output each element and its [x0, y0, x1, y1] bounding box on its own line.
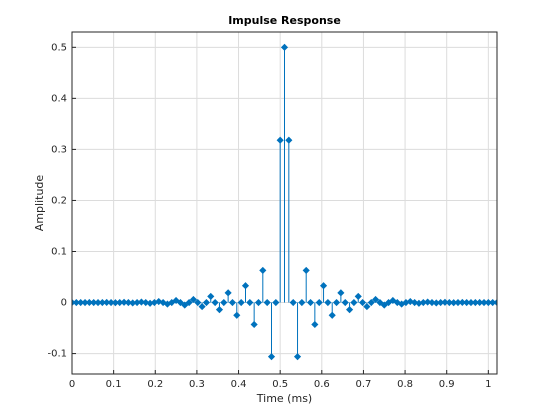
stem-marker — [363, 303, 371, 311]
stem-marker — [250, 320, 258, 329]
stem-marker — [315, 298, 323, 307]
y-tick-label: 0.2 — [51, 195, 67, 206]
y-tick-label: 0.5 — [51, 42, 67, 53]
stem-marker — [267, 353, 276, 361]
stem-marker — [302, 266, 310, 274]
stem-marker — [380, 301, 388, 309]
stem-marker — [246, 298, 254, 307]
stem-marker — [337, 289, 345, 297]
stem-marker — [280, 43, 289, 51]
stem-marker — [263, 298, 271, 307]
stem-marker — [176, 298, 184, 307]
x-tick-label: 0.1 — [106, 379, 122, 390]
stem-marker — [172, 296, 180, 305]
stem-marker — [376, 298, 384, 307]
stem-marker — [237, 298, 245, 307]
stem-marker — [254, 298, 263, 307]
stem-marker — [202, 298, 211, 307]
stem-marker — [211, 298, 219, 307]
stem-marker — [272, 298, 280, 307]
y-tick-label: 0.1 — [51, 246, 67, 257]
y-tick-label: 0.3 — [51, 144, 67, 155]
axes-box — [71, 31, 498, 375]
stem-marker — [215, 306, 224, 314]
stem-marker — [367, 298, 375, 307]
stem-marker — [207, 292, 215, 300]
stem-marker — [393, 298, 401, 307]
x-tick-label: 0.7 — [355, 379, 371, 390]
x-tick-label: 0.5 — [272, 379, 288, 390]
stem-marker — [341, 298, 349, 307]
x-axis-label: Time (ms) — [256, 392, 312, 405]
x-tick-label: 0.9 — [439, 379, 455, 390]
stem-marker — [354, 292, 362, 300]
x-tick-label: 0.3 — [189, 379, 205, 390]
stem-marker — [124, 298, 132, 307]
stem-marker — [493, 298, 497, 307]
stem-marker — [311, 320, 319, 329]
stem-marker — [120, 298, 128, 306]
stem-marker — [220, 298, 228, 307]
stem-marker — [350, 298, 358, 307]
stem-marker — [424, 298, 432, 306]
x-tick-label: 0.6 — [314, 379, 330, 390]
stem-marker — [198, 303, 206, 311]
stem-marker — [319, 282, 328, 290]
stem-marker — [224, 289, 232, 297]
x-tick-label: 0.8 — [397, 379, 413, 390]
stem-marker — [328, 311, 336, 319]
stem-marker — [372, 295, 380, 304]
stem-marker — [293, 353, 302, 361]
stem-marker — [306, 298, 315, 307]
stem-marker — [358, 298, 367, 307]
y-axis-label: Amplitude — [33, 175, 46, 232]
stem-marker — [298, 298, 306, 307]
stem-marker — [185, 298, 193, 307]
stem-marker — [189, 295, 198, 304]
x-tick-label: 0.2 — [147, 379, 163, 390]
chart-title: Impulse Response — [228, 14, 341, 27]
stem-marker — [428, 298, 436, 307]
series — [72, 43, 497, 361]
stem-marker — [332, 298, 341, 307]
x-tick-label: 0.4 — [231, 379, 247, 390]
stem-marker — [285, 136, 293, 144]
stem-marker — [289, 298, 297, 307]
stem-marker — [346, 306, 354, 314]
y-tick-label: 0 — [61, 298, 67, 309]
stem-marker — [241, 282, 250, 290]
stem-marker — [324, 298, 332, 307]
x-tick-label: 0 — [69, 379, 75, 390]
x-tick-label: 1 — [485, 379, 491, 390]
y-tick-label: 0.4 — [51, 93, 67, 104]
stem-marker — [276, 136, 284, 144]
y-tick-label: -0.1 — [47, 349, 67, 360]
stem-marker — [137, 298, 145, 306]
stem-marker — [228, 298, 237, 307]
stem-marker — [181, 301, 189, 309]
stem-marker — [389, 296, 397, 305]
stem-marker — [259, 266, 267, 274]
stem-marker — [194, 298, 202, 307]
stem-marker — [441, 298, 449, 306]
stem-marker — [233, 311, 241, 319]
